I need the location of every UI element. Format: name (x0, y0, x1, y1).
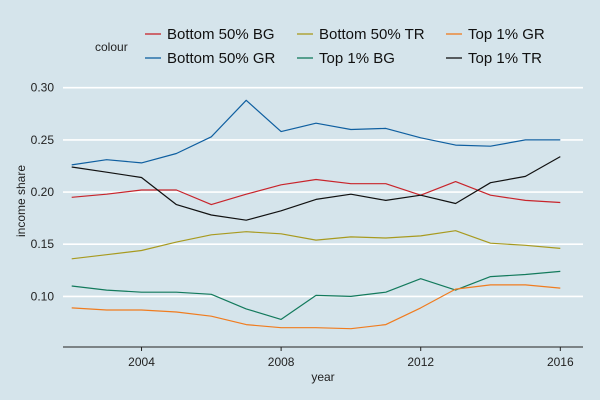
x-axis-ticks: 2004 2008 2012 2016 (128, 347, 574, 369)
legend-item: Top 1% GR (446, 26, 545, 43)
y-tick-label: 0.30 (31, 81, 55, 95)
y-axis-ticks: 0.10 0.15 0.20 0.25 0.30 (31, 81, 55, 304)
legend: colour Bottom 50% BG Bottom 50% TR Top 1% … (95, 26, 545, 67)
y-tick-label: 0.15 (31, 237, 55, 251)
gridlines (63, 86, 583, 298)
x-tick-label: 2016 (547, 355, 574, 369)
legend-label: Top 1% TR (468, 50, 542, 67)
series-lines (71, 99, 561, 330)
x-tick-label: 2004 (128, 355, 155, 369)
x-tick-label: 2012 (407, 355, 434, 369)
legend-item: Top 1% BG (297, 50, 395, 67)
legend-item: Bottom 50% GR (145, 50, 276, 67)
legend-title: colour (95, 40, 128, 54)
series-line (71, 99, 561, 166)
plot-area: 2004 2008 2012 2016 0.10 0.15 0.20 0.25 0.30 (31, 81, 583, 369)
y-tick-label: 0.20 (31, 185, 55, 199)
series-line (71, 156, 561, 221)
legend-item: Top 1% TR (446, 50, 542, 67)
legend-label: Top 1% GR (468, 26, 545, 43)
series-line (71, 230, 561, 260)
y-axis-title: income share (14, 165, 28, 237)
legend-label: Bottom 50% TR (319, 26, 425, 43)
series-line (71, 178, 561, 206)
legend-label: Bottom 50% GR (167, 50, 276, 67)
y-tick-label: 0.10 (31, 289, 55, 303)
legend-label: Bottom 50% BG (167, 26, 275, 43)
x-tick-label: 2008 (268, 355, 295, 369)
legend-item: Bottom 50% BG (145, 26, 275, 43)
x-axis-title: year (311, 370, 334, 384)
y-tick-label: 0.25 (31, 133, 55, 147)
legend-item: Bottom 50% TR (297, 26, 425, 43)
series-line (71, 284, 561, 330)
legend-label: Top 1% BG (319, 50, 395, 67)
series-line (71, 270, 561, 320)
